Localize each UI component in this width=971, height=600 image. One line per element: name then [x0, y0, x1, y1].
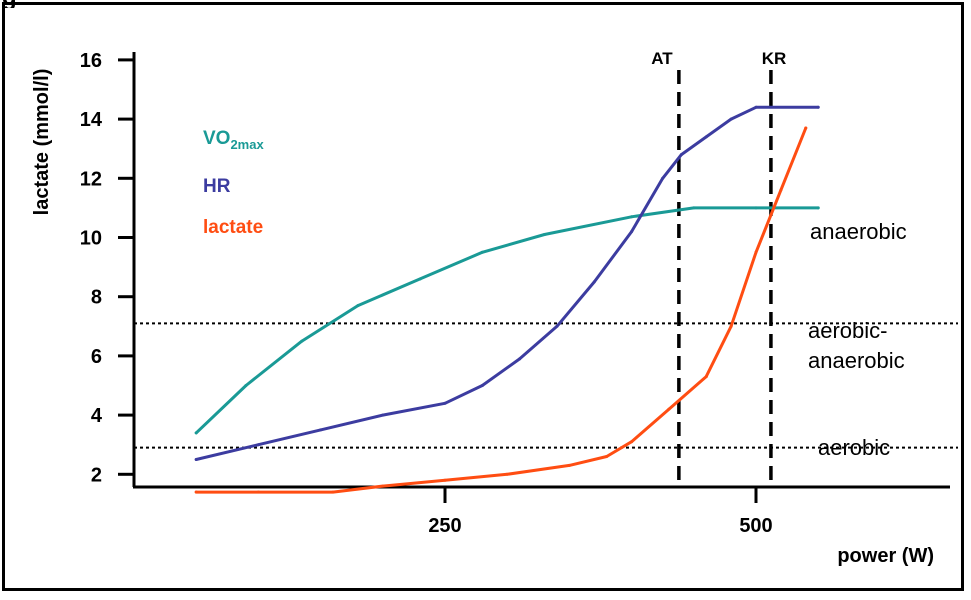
data-point-vo2max-3: [356, 304, 360, 308]
data-point-hr-5: [480, 384, 484, 387]
data-point-vo2max-4: [418, 277, 422, 281]
data-point-vo2max-1: [244, 384, 248, 387]
data-point-lactate-5: [505, 472, 509, 476]
data-point-lactate-4: [443, 478, 447, 482]
y-tick-label-2: 2: [91, 464, 102, 486]
data-point-hr-9: [630, 230, 634, 234]
data-point-vo2max-5: [480, 250, 484, 254]
x-axis-label: power (W): [837, 545, 934, 567]
threshold-label-at: AT: [651, 49, 673, 68]
data-point-lactate-11: [729, 324, 733, 328]
data-point-vo2max-0: [194, 431, 198, 435]
zone-label-aerobic: aerobic: [818, 435, 890, 460]
y-tick-label-16: 16: [80, 50, 102, 72]
y-tick-label-12: 12: [80, 168, 102, 190]
data-point-hr-12: [704, 135, 708, 139]
y-axis-label: lactate (mmol/l): [31, 69, 53, 216]
data-point-vo2max-9: [754, 206, 758, 210]
data-point-hr-4: [443, 401, 447, 405]
x-tick-label-500: 500: [739, 515, 772, 537]
data-point-lactate-9: [667, 407, 671, 411]
series-lines: [194, 105, 820, 494]
data-point-lactate-12: [754, 250, 758, 254]
legend-vo2max-main: VO: [203, 128, 230, 149]
legend-vo2max-subscript: 2max: [230, 137, 264, 152]
data-point-hr-0: [194, 458, 198, 461]
legend-lactate: lactate: [203, 217, 263, 238]
data-point-hr-7: [555, 324, 559, 328]
y-tick-label-6: 6: [91, 346, 102, 368]
data-point-hr-1: [256, 443, 260, 447]
data-point-lactate-7: [605, 455, 609, 459]
data-point-hr-14: [754, 105, 758, 109]
legend-vo2max: VO2max: [203, 128, 264, 152]
data-point-lactate-1: [256, 490, 260, 494]
data-point-vo2max-6: [543, 233, 547, 237]
data-point-hr-3: [381, 413, 385, 417]
data-point-hr-6: [518, 357, 522, 361]
y-tick-label-10: 10: [80, 228, 102, 250]
zone-label-aerobic-anaerobic-line1: aerobic-: [808, 318, 887, 343]
x-tick-label-250: 250: [428, 515, 461, 537]
data-point-lactate-6: [567, 463, 571, 467]
data-point-vo2max-10: [816, 206, 820, 210]
y-tick-label-14: 14: [80, 109, 103, 131]
data-point-lactate-10: [704, 375, 708, 379]
data-point-lactate-13: [779, 188, 783, 192]
zone-label-anaerobic: anaerobic: [810, 219, 907, 244]
series-line-hr: [194, 105, 820, 461]
data-point-hr-2: [319, 428, 323, 432]
data-point-lactate-14: [804, 126, 808, 130]
data-point-hr-11: [679, 153, 683, 157]
data-point-vo2max-7: [630, 215, 634, 219]
data-point-hr-15: [816, 105, 820, 109]
threshold-lines: [677, 70, 773, 487]
y-tick-label-8: 8: [91, 287, 102, 309]
x-axis-ticks: 250 500: [428, 487, 773, 537]
data-point-vo2max-8: [692, 206, 696, 210]
chart-frame: [2, 2, 964, 591]
threshold-label-kr: KR: [762, 49, 787, 68]
zone-label-aerobic-anaerobic-line2: anaerobic: [808, 348, 905, 373]
data-point-hr-8: [592, 280, 596, 284]
data-point-hr-10: [661, 176, 665, 180]
y-tick-label-4: 4: [91, 405, 103, 427]
data-point-lactate-8: [630, 440, 634, 444]
data-point-hr-13: [729, 117, 733, 121]
series-line-vo2max: [194, 206, 820, 435]
data-point-lactate-2: [331, 490, 335, 494]
y-axis-ticks: 2 4 6 8 10 12 14 16: [80, 50, 134, 486]
zone-boundary-lines: [134, 322, 958, 449]
data-point-lactate-3: [381, 484, 385, 488]
data-point-vo2max-2: [300, 339, 304, 343]
data-point-lactate-0: [194, 490, 198, 494]
legend-hr: HR: [203, 176, 231, 197]
